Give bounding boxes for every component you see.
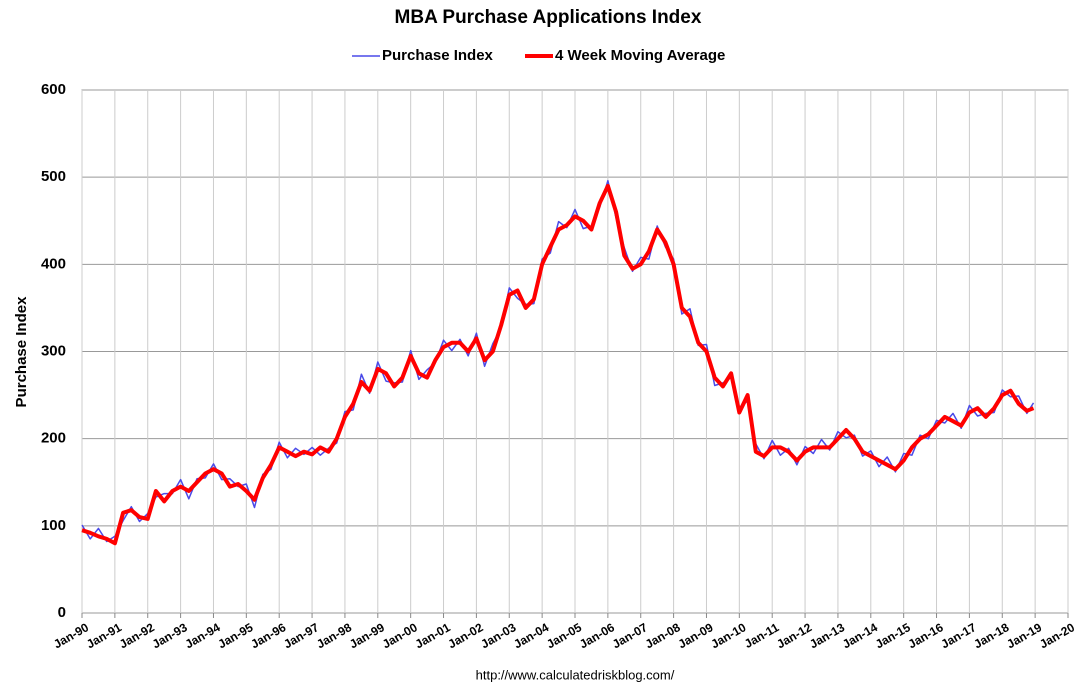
y-tick-label: 600	[41, 81, 66, 98]
x-tick-label: Jan-14	[840, 620, 880, 651]
x-tick-label: Jan-04	[511, 620, 551, 651]
x-tick-label: Jan-13	[807, 620, 847, 651]
x-tick-label: Jan-03	[478, 620, 518, 651]
x-tick-label: Jan-07	[610, 620, 650, 651]
x-tick-label: Jan-91	[84, 620, 124, 651]
y-axis-label: Purchase Index	[13, 296, 30, 408]
x-tick-label: Jan-10	[708, 620, 748, 651]
line-series	[81, 183, 1035, 546]
y-tick-label: 100	[41, 517, 66, 534]
x-tick-label: Jan-18	[971, 620, 1011, 651]
x-tick-label: Jan-05	[544, 620, 584, 651]
x-tick-label: Jan-06	[577, 620, 617, 651]
x-tick-label: Jan-00	[380, 620, 420, 651]
x-tick-label: Jan-92	[117, 620, 157, 651]
x-tick-label: Jan-97	[281, 620, 321, 651]
y-tick-label: 0	[58, 604, 66, 621]
x-tick-label: Jan-94	[183, 620, 223, 651]
x-tick-label: Jan-98	[314, 620, 354, 651]
x-tick-label: Jan-16	[906, 620, 946, 651]
x-tick-label: Jan-17	[939, 620, 979, 651]
legend-label: 4 Week Moving Average	[555, 47, 725, 64]
x-tick-label: Jan-95	[215, 620, 255, 651]
x-tick-label: Jan-09	[676, 620, 716, 651]
x-tick-label: Jan-99	[347, 620, 387, 651]
x-tick-label: Jan-20	[1037, 620, 1077, 651]
x-tick-label: Jan-90	[51, 620, 91, 651]
y-tick-label: 500	[41, 168, 66, 185]
x-tick-label: Jan-96	[248, 620, 288, 651]
legend-label: Purchase Index	[382, 47, 494, 64]
source: http://www.calculatedriskblog.com/	[476, 667, 675, 682]
y-tick-label: 200	[41, 430, 66, 447]
x-tick-label: Jan-08	[643, 620, 683, 651]
x-tick-label: Jan-93	[150, 620, 190, 651]
x-tick-label: Jan-02	[446, 620, 486, 651]
y-tick-label: 300	[41, 342, 66, 359]
y-tick-label: 400	[41, 255, 66, 272]
x-tick-label: Jan-01	[413, 620, 453, 651]
x-tick-label: Jan-19	[1004, 620, 1044, 651]
x-tick-label: Jan-12	[774, 620, 814, 651]
x-tick-label: Jan-11	[742, 620, 782, 651]
chart-title: MBA Purchase Applications Index	[395, 7, 702, 28]
x-tick-label: Jan-15	[873, 620, 913, 651]
